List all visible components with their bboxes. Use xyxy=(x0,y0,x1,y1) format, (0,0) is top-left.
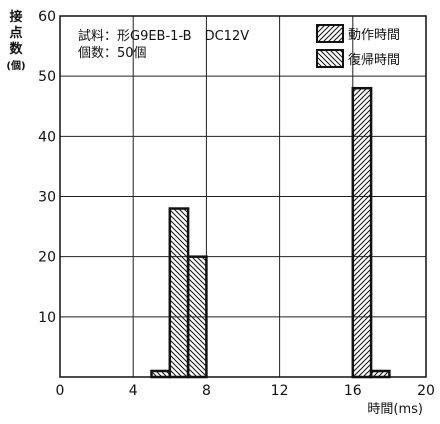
grid-lines xyxy=(60,16,426,377)
y-axis-title: 接点数(個) xyxy=(6,9,25,72)
x-tick-label: 12 xyxy=(271,383,289,399)
bars-group xyxy=(150,86,391,379)
x-tick-label: 0 xyxy=(56,383,65,399)
x-tick-label: 4 xyxy=(129,383,138,399)
y-tick-label: 60 xyxy=(38,9,56,25)
y-tick-label: 10 xyxy=(38,310,56,326)
sample-notes: 試料：形G9EB-1-B DC12V 個数：50個 xyxy=(78,28,249,61)
x-tick-label: 20 xyxy=(417,383,435,399)
y-tick-label: 30 xyxy=(38,190,56,206)
plot-frame xyxy=(59,15,427,378)
legend-swatch-operate xyxy=(316,24,344,43)
y-tick-label: 40 xyxy=(38,129,56,145)
y-tick-label: 20 xyxy=(38,250,56,266)
bar-operate-1 xyxy=(369,369,391,379)
bar-operate-0 xyxy=(351,86,373,379)
tick-labels: 0 4 8 12 16 20 10 20 30 40 50 60 xyxy=(38,9,435,399)
count-note: 個数：50個 xyxy=(78,46,147,61)
x-axis-title: 時間(ms) xyxy=(367,402,423,417)
bar-release-0 xyxy=(150,369,172,379)
legend-label-release: 復帰時間 xyxy=(348,52,400,68)
y-tick-label: 50 xyxy=(38,69,56,85)
sample-note: 試料：形G9EB-1-B DC12V xyxy=(78,28,249,44)
legend: 動作時間 復帰時間 xyxy=(316,24,400,68)
legend-label-operate: 動作時間 xyxy=(348,28,400,43)
x-tick-label: 8 xyxy=(202,383,211,399)
legend-swatch-release xyxy=(316,49,344,68)
x-tick-label: 16 xyxy=(344,383,362,399)
y-axis-title-text: 接点数(個) xyxy=(6,9,25,72)
bar-release-2 xyxy=(186,255,208,379)
bar-release-1 xyxy=(168,207,190,379)
